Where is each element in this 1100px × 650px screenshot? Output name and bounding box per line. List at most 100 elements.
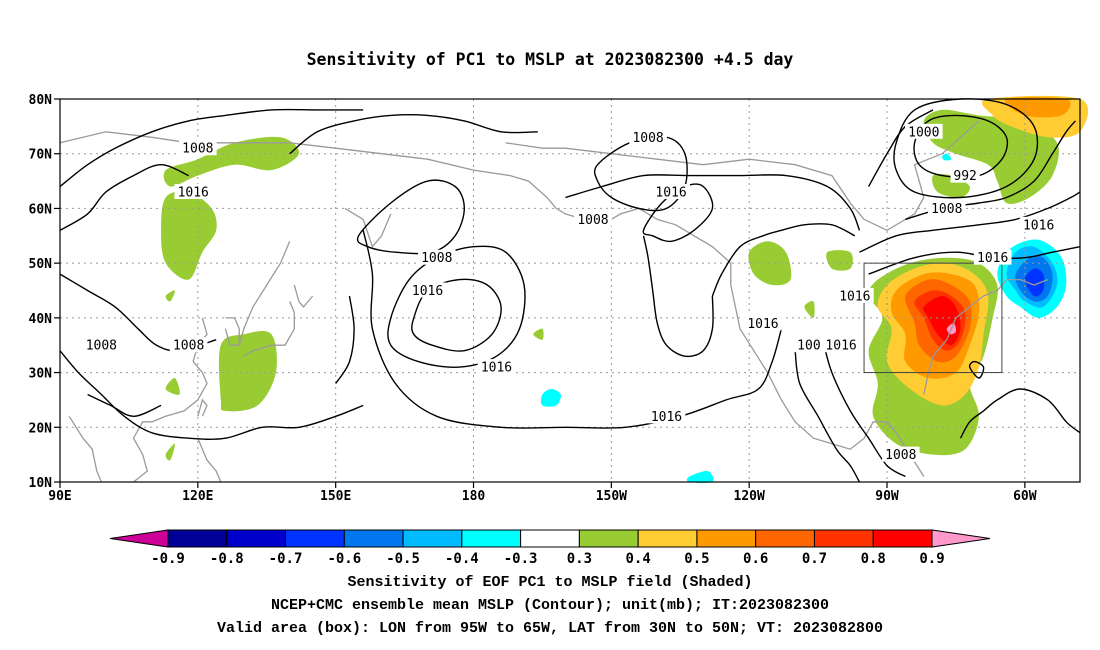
colorbar-segment (872, 529, 933, 548)
contour-label-bg (477, 359, 516, 375)
shading-patch (165, 290, 175, 302)
colorbar-tick-label: 0.9 (919, 551, 944, 567)
contour-label: 1016 (481, 361, 512, 376)
colorbar-segment (461, 529, 522, 548)
contour-label-bg (836, 287, 874, 303)
colorbar-segment (343, 529, 404, 548)
colorbar-segment (813, 529, 874, 548)
mslp-contour (711, 223, 856, 297)
contour-label-bg (169, 337, 208, 353)
colorbar-tick-label: -0.3 (504, 551, 538, 567)
contour-label: 1016 (178, 186, 209, 201)
colorbar-extend-high (931, 529, 991, 548)
mslp-contour (794, 350, 861, 483)
contour-label-bg (794, 337, 824, 353)
contour-label: 1016 (412, 284, 443, 299)
longitude-tick-label: 150E (320, 489, 351, 504)
caption-shaded: Sensitivity of EOF PC1 to MSLP field (Sh… (347, 574, 753, 591)
mslp-contour (859, 191, 1081, 253)
contour-label-bg (744, 315, 782, 331)
contour-label: 1008 (421, 251, 452, 266)
shading-patch (165, 443, 175, 461)
mslp-contour (59, 350, 364, 440)
valid-area-box (863, 262, 1003, 374)
contour-label-bg (927, 200, 966, 216)
contour-label: 1008 (632, 131, 663, 146)
contour-label: 1008 (577, 213, 608, 228)
shading-patch (533, 328, 544, 340)
colorbar-tick-label: 0.6 (743, 551, 768, 567)
contour-label-bg (882, 446, 920, 462)
longitude-tick-label: 150W (596, 489, 627, 504)
mslp-contour (642, 235, 714, 358)
contour-label-bg (574, 211, 612, 227)
caption-contour: NCEP+CMC ensemble mean MSLP (Contour); u… (270, 597, 830, 614)
sensitivity-shading (161, 95, 1089, 484)
colorbar-segment (578, 529, 639, 548)
mslp-contour (362, 230, 783, 429)
longitude-tick-label: 180 (462, 489, 486, 504)
mslp-contour (565, 174, 861, 231)
valid-area-rectangle (863, 262, 1003, 374)
shading-patch (1024, 268, 1045, 297)
mslp-contour (356, 179, 466, 255)
contour-label: 100 (797, 339, 820, 354)
mslp-contour (59, 108, 364, 188)
latitude-tick-label: 80N (29, 93, 53, 108)
coastline (59, 131, 511, 177)
contour-label-bg (179, 140, 217, 156)
contour-label: 1016 (977, 251, 1008, 266)
coastline (243, 301, 295, 357)
latitude-tick-label: 20N (29, 421, 53, 436)
coastline (238, 241, 291, 346)
contour-label-bg (652, 184, 690, 200)
mslp-contour (913, 114, 1009, 178)
mslp-contour (959, 388, 1081, 439)
contour-label: 1016 (747, 317, 778, 332)
contour-label: 1016 (839, 289, 870, 304)
coastline (505, 120, 980, 232)
shading-patch (165, 377, 180, 395)
contour-label-bg (647, 408, 686, 424)
longitude-tick-label: 90W (875, 489, 899, 504)
contour-label: 1016 (651, 410, 682, 425)
contour-label-bg (950, 167, 980, 183)
contour-label-bg (408, 282, 447, 298)
colorbar-tick-label: -0.4 (445, 551, 479, 567)
mslp-contour (335, 295, 355, 384)
shading-patch (163, 136, 300, 187)
mslp-contour (289, 114, 538, 155)
contour-label: 1016 (825, 339, 856, 354)
colorbar-segment (402, 529, 463, 548)
contour-label: 1008 (86, 339, 117, 354)
mslp-contour (968, 360, 985, 379)
colorbar-tick-label: -0.9 (151, 551, 185, 567)
contour-label: 1000 (908, 125, 939, 140)
shading-patch (686, 470, 714, 484)
caption-valid-area: Valid area (box): LON from 95W to 65W, L… (216, 620, 884, 637)
map-title: Sensitivity of PC1 to MSLP at 2023082300… (306, 50, 794, 69)
mslp-contour (867, 109, 934, 187)
contour-label-bg (82, 337, 121, 353)
contour-label: 1008 (931, 202, 962, 217)
contour-label-bg (417, 249, 456, 265)
latitude-tick-label: 30N (29, 367, 53, 382)
contour-label: 1016 (655, 186, 686, 201)
shading-patch (942, 153, 952, 161)
colorbar-tick-label: -0.7 (269, 551, 303, 567)
colorbar-tick-label: 0.5 (684, 551, 709, 567)
longitude-tick-label: 120E (182, 489, 213, 504)
contour-label-bg (973, 249, 1012, 265)
colorbar-tick-label: -0.5 (386, 551, 420, 567)
contour-label-bg (904, 123, 943, 139)
colorbar-tick-label: -0.6 (327, 551, 361, 567)
shading-patch (218, 330, 277, 412)
shading-patch (826, 250, 853, 271)
latitude-tick-label: 10N (29, 476, 53, 491)
colorbar-tick-label: 0.4 (626, 551, 651, 567)
mslp-contour (59, 163, 189, 231)
colorbar-segment (167, 529, 228, 548)
coastline (293, 284, 314, 308)
